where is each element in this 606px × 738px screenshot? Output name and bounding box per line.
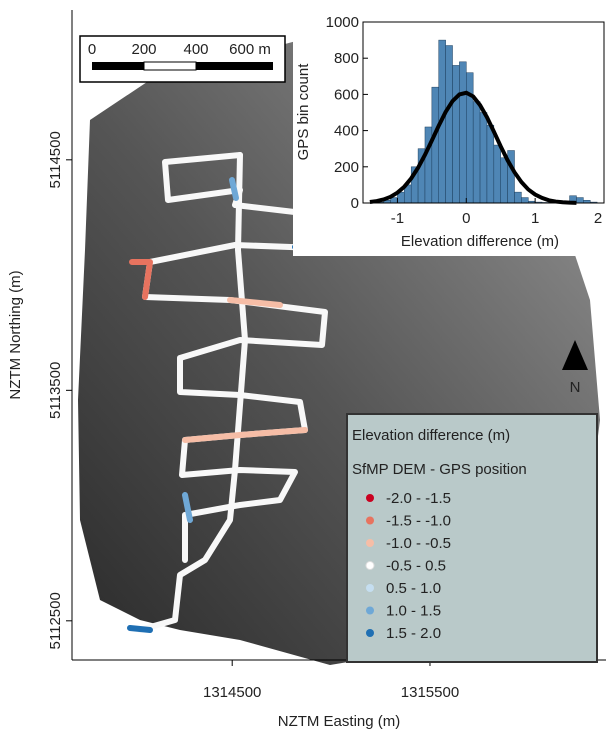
legend-swatch <box>366 539 374 547</box>
legend-swatch <box>366 494 374 502</box>
histogram-bar <box>453 65 460 203</box>
inset-x-label: Elevation difference (m) <box>401 233 559 250</box>
scale-segment <box>196 62 273 70</box>
histogram-bar <box>432 87 439 203</box>
y-tick-label: 5114500 <box>47 131 64 188</box>
scale-bar: 0 200 400 600 m <box>80 36 285 82</box>
legend-label: 0.5 - 1.0 <box>386 580 441 597</box>
histogram-bar <box>446 46 453 203</box>
scale-segment <box>92 62 144 70</box>
north-label: N <box>570 379 581 396</box>
histogram-bar <box>473 102 480 203</box>
histogram-bar <box>487 125 494 203</box>
histogram-bar <box>459 62 466 203</box>
page: 1314500 1315500 5112500 5113500 5114500 NZTM… <box>0 0 606 733</box>
x-tick-label: 1315500 <box>401 684 459 701</box>
inset-y-tick-label: 0 <box>351 195 359 212</box>
figure: 1314500 1315500 5112500 5113500 5114500 NZTM… <box>0 0 606 733</box>
histogram-bar <box>576 198 583 203</box>
legend-box <box>347 414 597 662</box>
scale-label: 0 <box>88 41 96 58</box>
legend-swatch <box>366 607 374 615</box>
scale-segment <box>144 62 196 70</box>
legend-swatch <box>366 517 374 525</box>
legend-label: -2.0 - -1.5 <box>386 490 451 507</box>
histogram-bar <box>480 113 487 204</box>
inset-x-tick-label: 0 <box>462 210 470 227</box>
y-tick-label: 5113500 <box>47 362 64 419</box>
histogram-bar <box>521 198 528 203</box>
legend-label: -1.5 - -1.0 <box>386 513 451 530</box>
inset-y-tick-label: 400 <box>334 123 359 140</box>
inset-y-tick-label: 600 <box>334 86 359 103</box>
inset-y-tick-label: 1000 <box>326 14 359 31</box>
inset-x-tick-label: 2 <box>594 210 602 227</box>
histogram-bar <box>501 158 508 203</box>
legend-swatch <box>366 562 374 570</box>
legend-title: Elevation difference (m) <box>352 427 510 444</box>
x-tick-label: 1314500 <box>203 684 261 701</box>
legend-label: 1.0 - 1.5 <box>386 603 441 620</box>
scale-label: 400 <box>183 41 208 58</box>
inset-y-tick-label: 800 <box>334 50 359 67</box>
inset-y-label: GPS bin count <box>295 63 312 161</box>
inset-y-tick-label: 200 <box>334 159 359 176</box>
y-axis-label: NZTM Northing (m) <box>7 270 24 399</box>
legend-swatch <box>366 629 374 637</box>
legend-swatch <box>366 584 374 592</box>
legend-subtitle: SfMP DEM - GPS position <box>352 461 527 478</box>
legend-label: -0.5 - 0.5 <box>386 558 446 575</box>
y-tick-label: 5112500 <box>47 592 64 649</box>
histogram-bar <box>514 192 521 203</box>
x-axis-label: NZTM Easting (m) <box>278 713 401 730</box>
legend-label: -1.0 - -0.5 <box>386 535 451 552</box>
inset-x-tick-label: 1 <box>531 210 539 227</box>
inset-x-tick-label: -1 <box>391 210 404 227</box>
legend-label: 1.5 - 2.0 <box>386 625 441 642</box>
scale-label: 200 <box>131 41 156 58</box>
scale-label: 600 m <box>229 41 271 58</box>
histogram-bar <box>494 145 501 203</box>
